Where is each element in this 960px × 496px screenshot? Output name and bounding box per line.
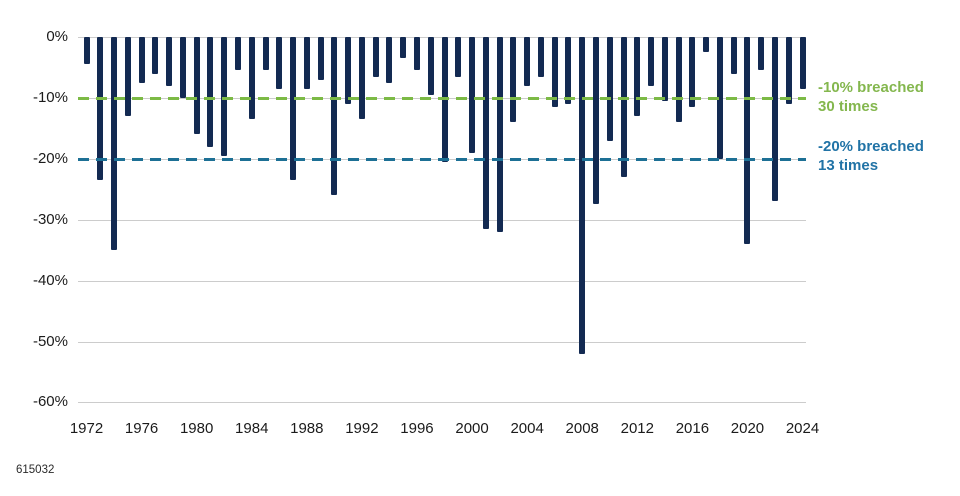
y-axis-tick-label: -50% (32, 332, 68, 350)
bar-1991 (345, 37, 352, 104)
bar-2004 (524, 37, 531, 86)
annotation-minus10-line1: -10% breached (818, 79, 924, 96)
bar-2014 (661, 37, 668, 101)
x-axis-tick-label: 1996 (400, 420, 434, 437)
bar-1975 (124, 37, 131, 117)
bar-1979 (179, 37, 186, 98)
bar-2012 (634, 37, 641, 117)
bar-1983 (234, 37, 241, 71)
bar-1978 (166, 37, 173, 86)
document-id: 615032 (16, 464, 55, 476)
x-axis-tick-label: 1976 (124, 420, 159, 437)
x-axis-tick-label: 1984 (235, 420, 269, 437)
bar-2016 (689, 37, 696, 108)
bar-2008 (579, 37, 586, 354)
bar-1990 (331, 37, 338, 196)
bar-2011 (620, 37, 627, 178)
x-axis-tick-label: 1972 (69, 420, 104, 437)
bar-2000 (469, 37, 476, 153)
bar-2021 (758, 37, 765, 71)
reference-line--10pct (78, 96, 806, 100)
bar-1987 (290, 37, 297, 181)
gridline--50% (78, 341, 806, 343)
gridline--40% (78, 280, 806, 282)
y-axis-tick-label: 0% (46, 28, 68, 45)
y-axis-tick-label: -30% (32, 210, 68, 228)
bar-1974 (111, 37, 118, 251)
bar-2009 (592, 37, 599, 205)
bar-1995 (400, 37, 407, 59)
bar-2022 (772, 37, 778, 202)
bar-1994 (386, 37, 393, 83)
bar-2002 (496, 37, 503, 232)
y-axis-tick-label: -60% (32, 393, 68, 411)
bar-1980 (193, 37, 200, 135)
bar-2019 (730, 37, 737, 74)
bar-2003 (510, 37, 517, 123)
bar-2017 (703, 37, 710, 53)
bar-1989 (317, 37, 324, 80)
x-axis-tick-label: 1980 (179, 420, 214, 437)
annotation-minus10-breached: -10% breached 30 times (818, 78, 948, 116)
bar-1972 (83, 37, 90, 65)
x-axis-tick-label: 2000 (455, 420, 489, 437)
bar-2006 (551, 37, 558, 108)
bar-1985 (262, 37, 269, 71)
bar-2013 (648, 37, 655, 86)
x-axis-tick-label: 2012 (620, 420, 654, 437)
bar-2007 (565, 37, 572, 104)
bar-1977 (152, 37, 159, 74)
bar-1984 (248, 37, 255, 120)
bar-2020 (744, 37, 751, 245)
bar-1988 (303, 37, 310, 89)
bar-1992 (358, 37, 365, 120)
bar-2023 (785, 37, 792, 104)
x-axis-tick-label: 2024 (785, 420, 820, 437)
x-axis-tick-label: 2016 (675, 420, 710, 437)
bar-1986 (276, 37, 283, 89)
x-axis-tick-label: 2020 (730, 420, 765, 437)
bar-1996 (413, 37, 420, 71)
bar-2005 (537, 37, 544, 77)
bar-2024 (799, 37, 806, 89)
y-axis-tick-label: -40% (32, 271, 68, 289)
reference-line--20pct (78, 157, 806, 161)
x-axis-tick-label: 1992 (345, 420, 379, 437)
bar-1973 (97, 37, 104, 181)
x-axis-tick-label: 2008 (565, 420, 599, 437)
gridline--60% (78, 402, 806, 404)
bar-1997 (427, 37, 434, 95)
bar-1982 (221, 37, 228, 156)
y-axis-tick-label: -20% (32, 149, 68, 167)
annotation-minus20-line2: 13 times (818, 157, 879, 174)
gridline--30% (78, 219, 806, 221)
annotation-minus10-line2: 30 times (818, 98, 879, 115)
y-axis-tick-label: -10% (32, 88, 68, 106)
annotation-minus20-breached: -20% breached 13 times (818, 137, 948, 175)
bar-1976 (138, 37, 145, 83)
annotation-minus20-line1: -20% breached (818, 138, 924, 155)
x-axis-tick-label: 2004 (510, 420, 544, 437)
bar-1993 (372, 37, 379, 77)
bar-1981 (207, 37, 214, 147)
x-axis-tick-label: 1988 (290, 420, 324, 437)
bar-2015 (675, 37, 682, 123)
bar-2001 (482, 37, 489, 229)
bar-1999 (455, 37, 462, 77)
bar-2010 (606, 37, 613, 141)
